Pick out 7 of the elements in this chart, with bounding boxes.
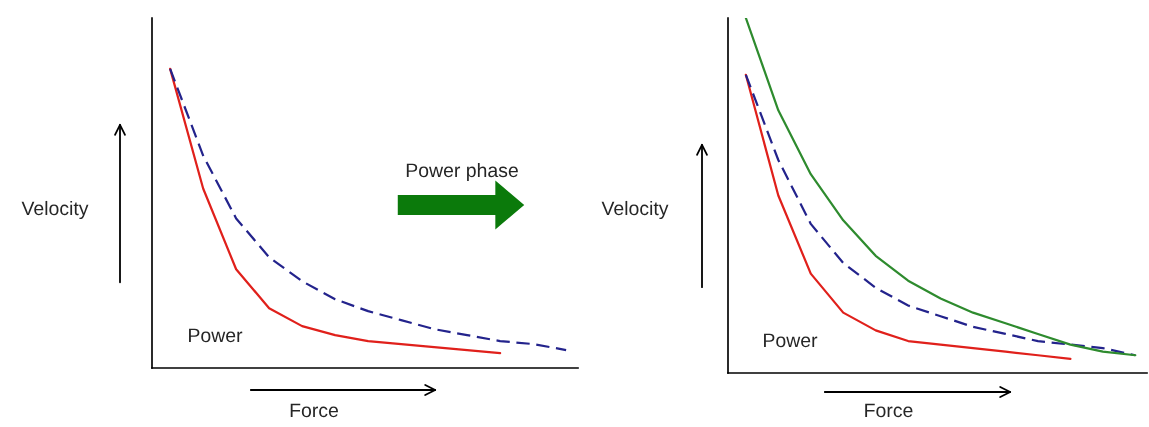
annotation: Power phase	[406, 162, 518, 182]
x-axis-title: Force	[865, 403, 913, 418]
annotation: Power	[764, 333, 818, 348]
y-axis-title: Velocity	[601, 200, 669, 220]
y-axis-title: Velocity	[21, 200, 89, 220]
x-axis-title: Force	[290, 403, 338, 418]
annotation: Power	[189, 328, 243, 343]
